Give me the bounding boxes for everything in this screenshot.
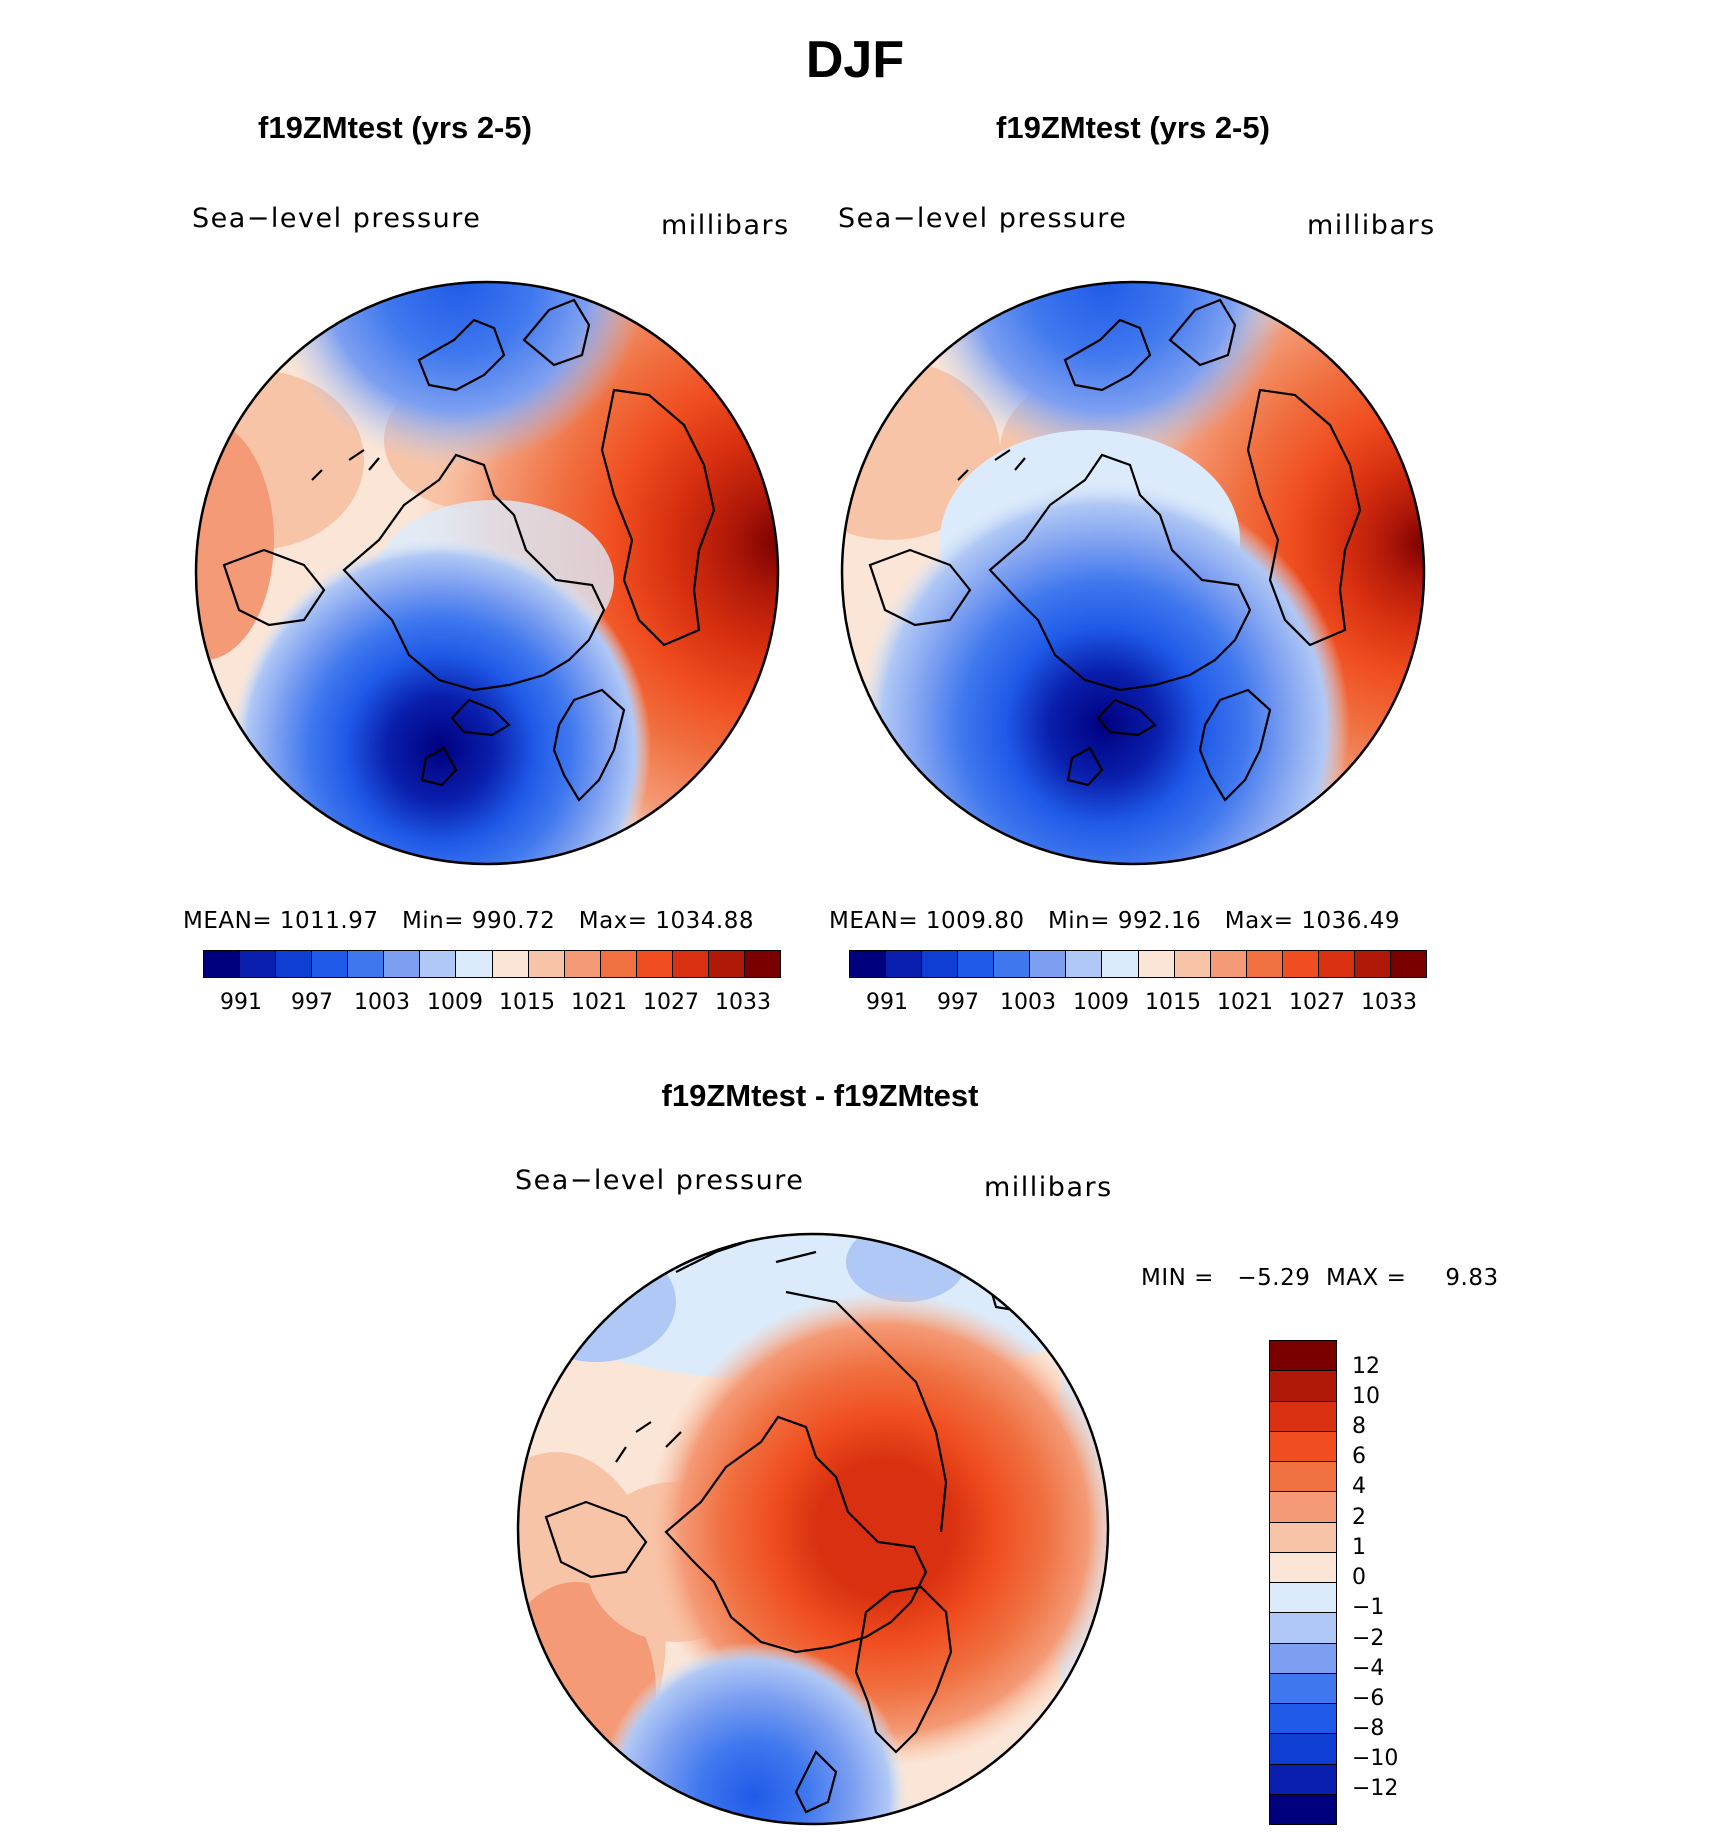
colorbar-swatch <box>1318 951 1355 977</box>
panel-2-colorbar <box>849 950 1427 978</box>
panel-1-variable-label: Sea−level pressure <box>192 203 482 234</box>
colorbar-swatch <box>1270 1462 1336 1493</box>
panel-2-polar-map <box>840 280 1426 866</box>
colorbar-swatch <box>1270 1492 1336 1523</box>
colorbar-swatch <box>1282 951 1319 977</box>
difference-stats: MIN = −5.29 MAX = 9.83 <box>1141 1265 1499 1291</box>
colorbar-swatch <box>204 951 241 977</box>
colorbar-swatch <box>600 951 637 977</box>
colorbar-swatch <box>1270 1673 1336 1704</box>
colorbar-swatch <box>1270 1734 1336 1765</box>
panel-1-tick: 1009 <box>427 990 483 1015</box>
panel-1-tick: 1021 <box>571 990 627 1015</box>
panel-2-tick: 1033 <box>1361 990 1417 1015</box>
difference-tick: 6 <box>1352 1444 1366 1469</box>
difference-tick: 1 <box>1352 1535 1366 1560</box>
difference-tick: −12 <box>1352 1776 1399 1801</box>
colorbar-swatch <box>744 951 780 977</box>
colorbar-swatch <box>1270 1552 1336 1583</box>
colorbar-swatch <box>1354 951 1391 977</box>
colorbar-swatch <box>1270 1764 1336 1795</box>
panel-2-tick: 1015 <box>1145 990 1201 1015</box>
panel-2-stats: MEAN= 1009.80 Min= 992.16 Max= 1036.49 <box>829 908 1400 934</box>
colorbar-swatch <box>384 951 421 977</box>
difference-tick: 10 <box>1352 1384 1380 1409</box>
panel-2-tick: 1003 <box>1000 990 1056 1015</box>
colorbar-swatch <box>636 951 673 977</box>
colorbar-swatch <box>240 951 277 977</box>
difference-polar-map <box>516 1232 1110 1826</box>
colorbar-swatch <box>1270 1522 1336 1553</box>
colorbar-swatch <box>850 951 887 977</box>
panel-1-tick: 1033 <box>715 990 771 1015</box>
colorbar-swatch <box>708 951 745 977</box>
colorbar-swatch <box>564 951 601 977</box>
colorbar-swatch <box>420 951 457 977</box>
panel-2-tick: 1021 <box>1217 990 1273 1015</box>
colorbar-swatch <box>1138 951 1175 977</box>
colorbar-swatch <box>1102 951 1139 977</box>
colorbar-swatch <box>1270 1371 1336 1402</box>
panel-1-tick: 1003 <box>354 990 410 1015</box>
colorbar-swatch <box>1270 1583 1336 1614</box>
colorbar-swatch <box>1030 951 1067 977</box>
difference-units-label: millibars <box>984 1172 1113 1203</box>
difference-tick: 2 <box>1352 1505 1366 1530</box>
panel-2-units-label: millibars <box>1307 210 1436 241</box>
panel-1-stats: MEAN= 1011.97 Min= 990.72 Max= 1034.88 <box>183 908 754 934</box>
difference-variable-label: Sea−level pressure <box>515 1165 805 1196</box>
difference-tick: 12 <box>1352 1354 1380 1379</box>
colorbar-swatch <box>312 951 349 977</box>
colorbar-swatch <box>1246 951 1283 977</box>
difference-tick: −4 <box>1352 1656 1385 1681</box>
difference-tick: 8 <box>1352 1414 1366 1439</box>
panel-2-tick: 1027 <box>1289 990 1345 1015</box>
panel-2-title: f19ZMtest (yrs 2-5) <box>996 110 1270 145</box>
colorbar-swatch <box>886 951 923 977</box>
difference-title: f19ZMtest - f19ZMtest <box>661 1078 979 1113</box>
colorbar-swatch <box>994 951 1031 977</box>
colorbar-swatch <box>492 951 529 977</box>
panel-1-title: f19ZMtest (yrs 2-5) <box>258 110 532 145</box>
panel-1-polar-map <box>194 280 780 866</box>
panel-1-tick: 997 <box>291 990 333 1015</box>
colorbar-swatch <box>958 951 995 977</box>
colorbar-swatch <box>1270 1431 1336 1462</box>
colorbar-swatch <box>1270 1794 1336 1824</box>
panel-1-tick: 1015 <box>499 990 555 1015</box>
difference-tick: −6 <box>1352 1686 1385 1711</box>
panel-1-tick: 1027 <box>643 990 699 1015</box>
colorbar-swatch <box>348 951 385 977</box>
colorbar-swatch <box>1270 1704 1336 1735</box>
figure-title: DJF <box>805 31 905 89</box>
difference-tick: −10 <box>1352 1746 1399 1771</box>
panel-1-tick: 991 <box>220 990 262 1015</box>
panel-2-variable-label: Sea−level pressure <box>838 203 1128 234</box>
difference-tick: −1 <box>1352 1595 1385 1620</box>
colorbar-swatch <box>1270 1341 1336 1372</box>
difference-colorbar <box>1269 1340 1337 1825</box>
colorbar-swatch <box>1270 1401 1336 1432</box>
difference-tick: 4 <box>1352 1474 1366 1499</box>
difference-tick: −8 <box>1352 1716 1385 1741</box>
colorbar-swatch <box>1210 951 1247 977</box>
panel-1-colorbar <box>203 950 781 978</box>
panel-2-tick: 997 <box>937 990 979 1015</box>
panel-1-units-label: millibars <box>661 210 790 241</box>
colorbar-swatch <box>456 951 493 977</box>
colorbar-swatch <box>528 951 565 977</box>
colorbar-swatch <box>1390 951 1426 977</box>
colorbar-swatch <box>1270 1643 1336 1674</box>
panel-2-tick: 1009 <box>1073 990 1129 1015</box>
colorbar-swatch <box>1066 951 1103 977</box>
colorbar-swatch <box>922 951 959 977</box>
colorbar-swatch <box>1174 951 1211 977</box>
colorbar-swatch <box>276 951 313 977</box>
colorbar-swatch <box>1270 1613 1336 1644</box>
difference-tick: 0 <box>1352 1565 1366 1590</box>
colorbar-swatch <box>672 951 709 977</box>
panel-2-tick: 991 <box>866 990 908 1015</box>
difference-tick: −2 <box>1352 1626 1385 1651</box>
